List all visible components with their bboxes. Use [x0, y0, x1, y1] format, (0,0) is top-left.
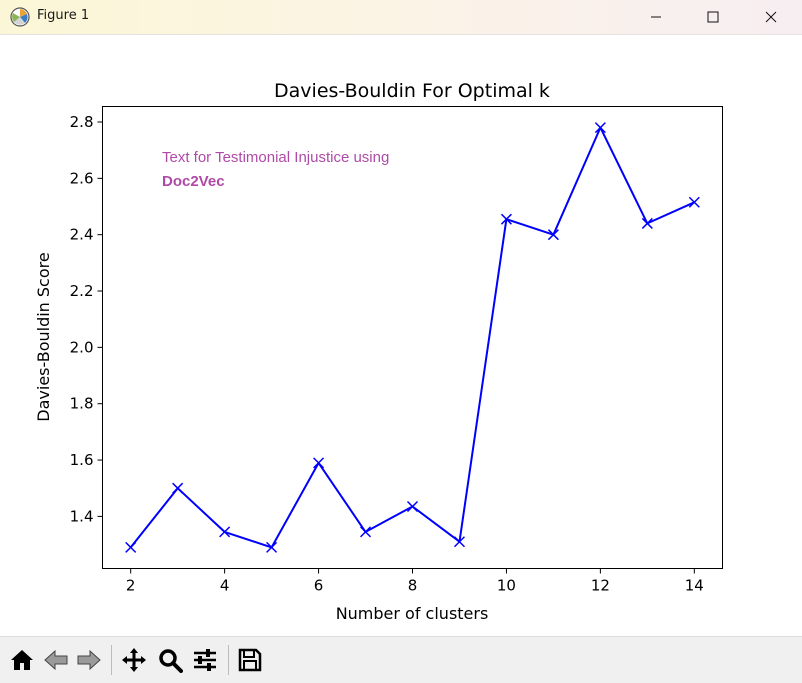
toolbar-separator — [228, 645, 229, 675]
data-point-marker — [641, 217, 653, 229]
x-axis-ticks: 2 4 6 8 10 12 14 — [126, 568, 704, 595]
x-axis-label: Number of clusters — [336, 604, 489, 623]
configure-subplots-icon — [194, 649, 216, 671]
y-tick-label: 2.4 — [70, 226, 94, 244]
data-point-marker — [547, 229, 559, 241]
y-tick-label: 1.6 — [70, 451, 94, 469]
data-point-marker — [313, 457, 325, 469]
figure-canvas[interactable]: Davies-Bouldin For Optimal k 2 4 6 8 10 12 14 … — [0, 35, 802, 635]
data-point-marker — [453, 536, 466, 548]
configure-subplots-button[interactable] — [190, 646, 220, 674]
data-point-marker — [219, 526, 231, 538]
pan-button[interactable] — [119, 646, 149, 674]
y-axis-label: Davies-Bouldin Score — [34, 252, 53, 421]
data-point-marker — [172, 482, 184, 494]
y-tick-label: 2.8 — [70, 113, 94, 131]
save-icon — [238, 648, 262, 672]
series-group — [125, 122, 700, 553]
home-button[interactable] — [7, 646, 37, 674]
home-icon — [11, 650, 33, 670]
series-line — [129, 126, 695, 549]
close-button[interactable] — [748, 0, 794, 34]
minimize-icon — [651, 16, 661, 18]
y-tick-label: 2.0 — [70, 338, 94, 356]
data-point-marker — [688, 196, 700, 208]
window-titlebar: Figure 1 — [0, 0, 802, 35]
back-button[interactable] — [41, 646, 71, 674]
window-title: Figure 1 — [37, 8, 90, 23]
close-icon — [765, 11, 777, 23]
y-tick-label: 2.2 — [70, 282, 94, 300]
chart-svg: Davies-Bouldin For Optimal k 2 4 6 8 10 12 14 … — [34, 80, 723, 623]
x-tick-label: 14 — [685, 577, 704, 595]
zoom-button[interactable] — [155, 646, 185, 674]
minimize-button[interactable] — [633, 0, 679, 34]
data-point-marker — [125, 541, 137, 553]
annotation-line-1: Text for Testimonial Injustice using — [162, 149, 389, 166]
x-tick-label: 8 — [408, 577, 418, 595]
save-button[interactable] — [235, 646, 265, 674]
y-tick-label: 2.6 — [70, 169, 94, 187]
data-point-marker — [594, 122, 606, 134]
data-point-marker — [406, 500, 419, 513]
x-tick-label: 12 — [591, 577, 610, 595]
navigation-toolbar — [0, 636, 802, 683]
y-tick-label: 1.8 — [70, 395, 94, 413]
back-icon — [44, 649, 68, 671]
toolbar-separator — [111, 645, 112, 675]
maximize-button[interactable] — [690, 0, 736, 34]
data-point-marker — [500, 213, 512, 225]
annotation-line-2: Doc2Vec — [162, 173, 225, 190]
data-point-marker — [359, 526, 372, 538]
forward-icon — [77, 649, 101, 671]
pan-icon — [122, 648, 146, 672]
x-tick-label: 2 — [126, 577, 136, 595]
x-tick-label: 10 — [497, 577, 516, 595]
forward-button[interactable] — [74, 646, 104, 674]
maximize-icon — [707, 11, 719, 23]
chart-title: Davies-Bouldin For Optimal k — [274, 80, 550, 102]
y-tick-label: 1.4 — [70, 507, 94, 525]
x-tick-label: 4 — [220, 577, 230, 595]
x-tick-label: 6 — [314, 577, 324, 595]
y-axis-ticks: 1.4 1.6 1.8 2.0 2.2 2.4 2.6 2.8 — [70, 113, 103, 525]
zoom-icon — [159, 649, 183, 673]
matplotlib-figure-icon — [10, 7, 30, 27]
data-point-marker — [266, 541, 278, 553]
